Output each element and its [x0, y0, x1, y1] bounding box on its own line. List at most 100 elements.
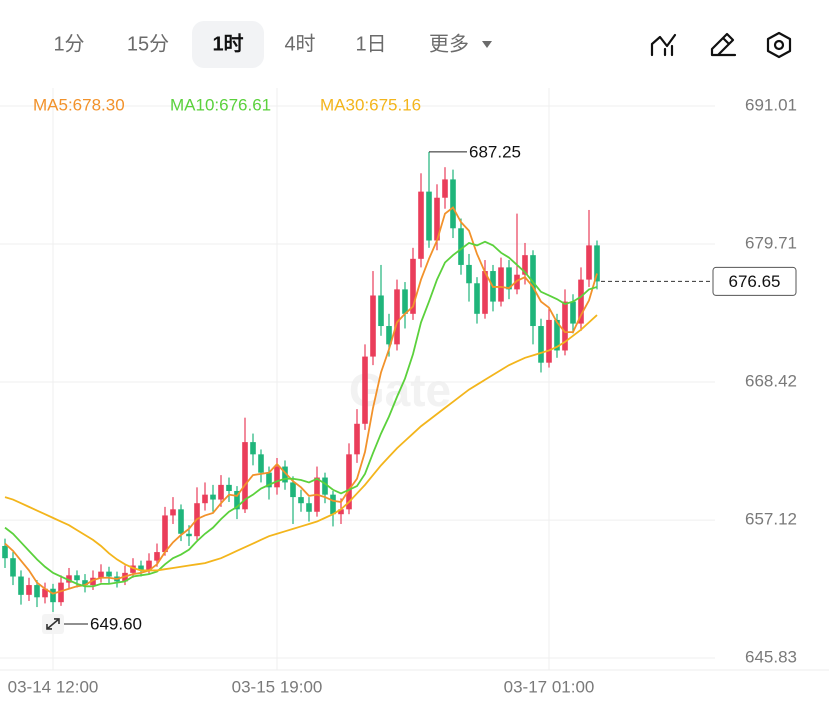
candle-body	[234, 490, 240, 510]
candle-body	[218, 484, 224, 500]
candle-body	[362, 356, 368, 424]
candle-body	[98, 571, 104, 578]
candle-body	[10, 558, 16, 577]
candle-body	[338, 509, 344, 515]
plot: 691.01 679.71 668.42 657.12 645.83 03-14 12:0…	[0, 88, 797, 696]
candle-body	[554, 319, 560, 351]
candle-body	[146, 560, 152, 571]
expand-icon[interactable]	[42, 613, 64, 634]
candle-body	[162, 515, 168, 553]
candle-body	[274, 466, 280, 488]
candle-body	[330, 494, 336, 515]
candle-body	[522, 255, 528, 275]
candle-body	[586, 245, 592, 280]
candle-body	[130, 565, 136, 573]
candle-body	[442, 179, 448, 198]
candle-body	[26, 585, 32, 595]
y-tick-label: 668.42	[745, 371, 797, 390]
candle-body	[138, 565, 144, 571]
candle-body	[378, 295, 384, 327]
candle-body	[562, 301, 568, 351]
candle-body	[90, 577, 96, 586]
candle-body	[498, 267, 504, 302]
candle-body	[226, 484, 232, 491]
candle-body	[34, 585, 40, 598]
candle-body	[386, 326, 392, 345]
tab[interactable]: 1分	[53, 32, 84, 55]
candle-body	[266, 472, 272, 488]
x-tick-label: 03-17 01:00	[504, 677, 595, 696]
candle-body	[50, 588, 56, 603]
candle-body	[290, 482, 296, 498]
candle-body	[58, 582, 64, 603]
candle-body	[74, 575, 80, 581]
candle-body	[346, 454, 352, 510]
tab[interactable]: 1日	[355, 33, 386, 55]
candle-body	[106, 571, 112, 577]
legend-entry: MA5:678.30	[33, 95, 125, 114]
candle-body	[458, 228, 464, 265]
candle-body	[402, 289, 408, 314]
candle-body	[594, 245, 600, 282]
candle-body	[242, 442, 248, 510]
candle-body	[18, 576, 24, 595]
high-marker-label: 687.25	[469, 142, 521, 161]
candle-body	[410, 258, 416, 314]
candle-body	[482, 271, 488, 314]
candle-body	[546, 319, 552, 363]
candle-body	[298, 497, 304, 504]
candle-body	[66, 575, 72, 583]
candle-body	[514, 274, 520, 290]
candle-body	[570, 301, 576, 324]
candle-body	[474, 283, 480, 314]
candle-body	[450, 179, 456, 229]
y-tick-label: 645.83	[745, 648, 797, 667]
ma-line	[4, 314, 598, 572]
candle-body	[258, 454, 264, 473]
candle-body	[42, 588, 48, 598]
candle-body	[178, 509, 184, 534]
candle-body	[250, 442, 256, 455]
x-tick-label: 03-14 12:00	[8, 677, 99, 696]
tab-more[interactable]: 更多	[429, 32, 469, 55]
candle-body	[466, 264, 472, 284]
legend-entry: MA30:675.16	[320, 95, 421, 114]
candle-body	[170, 509, 176, 516]
candle-body	[306, 503, 312, 512]
x-tick-label: 03-15 19:00	[232, 677, 323, 696]
ma-line	[4, 206, 598, 595]
candle-body	[322, 477, 328, 495]
candle-body	[434, 197, 440, 241]
y-tick-label: 691.01	[745, 95, 797, 114]
candle-body	[282, 466, 288, 483]
tab[interactable]: 4时	[284, 32, 315, 55]
candle-body	[82, 580, 88, 586]
candle-body	[202, 494, 208, 504]
y-tick-label: 657.12	[745, 510, 797, 529]
caret	[482, 41, 492, 48]
ma-line	[4, 240, 598, 588]
candle-body	[370, 295, 376, 357]
legend-entry: MA10:676.61	[170, 95, 271, 114]
draw-icon[interactable]	[710, 32, 737, 57]
candle-body	[154, 552, 160, 561]
tab[interactable]: 15分	[127, 32, 169, 55]
y-tick-label: 679.71	[745, 234, 797, 253]
candle-body	[578, 279, 584, 324]
candle-body	[530, 255, 536, 327]
candle-body	[186, 533, 192, 537]
last-price-label: 676.65	[729, 272, 781, 291]
tab-selected[interactable]: 1时	[212, 32, 243, 55]
candle-body	[2, 545, 8, 559]
candle-body	[538, 326, 544, 363]
expand-icon-glyph	[46, 618, 60, 630]
indicator-icon[interactable]	[650, 33, 677, 57]
settings-icon[interactable]	[766, 31, 792, 59]
candle-body	[426, 191, 432, 241]
low-marker-label: 649.60	[90, 614, 142, 633]
candle-body	[418, 191, 424, 259]
tab-selected-bg	[192, 21, 264, 68]
candle-body	[354, 423, 360, 455]
